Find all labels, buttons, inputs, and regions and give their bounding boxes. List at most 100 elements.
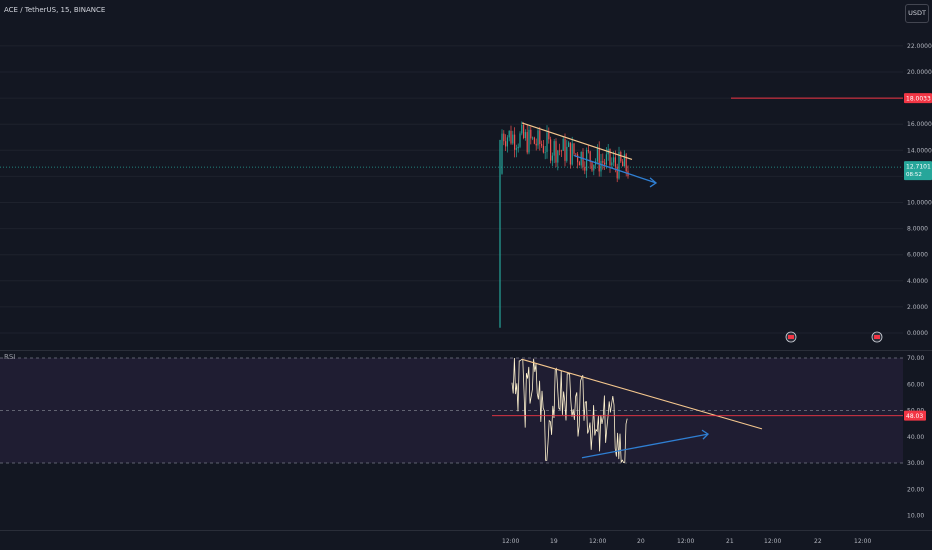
candle — [571, 143, 573, 165]
symbol-title[interactable]: ACE / TetherUS, 15, BINANCE — [4, 6, 106, 14]
rsi-trendline-upper — [521, 358, 763, 430]
candle — [544, 152, 546, 153]
rsi-tick-label: 60.00 — [907, 381, 924, 388]
candle — [616, 166, 618, 179]
current-price-tag — [904, 161, 932, 181]
alert-price-label: 18.0033 — [906, 96, 931, 103]
candle — [560, 150, 562, 152]
candle — [602, 161, 604, 163]
rsi-trendline-arrowhead — [701, 429, 710, 440]
candle — [575, 153, 577, 155]
candle — [512, 134, 514, 144]
candle — [587, 150, 589, 152]
price-tick-label: 4.0000 — [907, 278, 928, 285]
event-badge-icon — [785, 331, 797, 343]
current-price-label: 12.7101 — [906, 164, 931, 171]
candle — [568, 142, 570, 147]
candle — [514, 134, 516, 150]
candle — [618, 151, 620, 179]
candle — [551, 155, 553, 161]
price-tick-label: 0.0000 — [907, 330, 928, 337]
candle — [555, 141, 557, 163]
time-tick-label: 22 — [814, 538, 822, 545]
candle — [553, 141, 555, 156]
candle — [605, 154, 607, 165]
rsi-tick-label: 40.00 — [907, 434, 924, 441]
candle — [548, 132, 550, 140]
candle — [526, 132, 528, 153]
time-tick-label: 20 — [637, 538, 645, 545]
candle — [593, 164, 595, 171]
price-tick-label: 10.0000 — [907, 200, 932, 207]
rsi-tick-label: 10.00 — [907, 513, 924, 520]
price-tick-label: 6.0000 — [907, 252, 928, 259]
candle — [580, 151, 582, 166]
candle — [569, 142, 571, 165]
price-tick-label: 16.0000 — [907, 121, 932, 128]
candle — [589, 151, 591, 163]
candle — [622, 161, 624, 167]
rsi-line — [511, 357, 628, 464]
candle — [539, 130, 541, 145]
candle — [591, 162, 593, 171]
candle — [620, 151, 622, 162]
candle — [542, 145, 544, 153]
time-tick-label: 12:00 — [677, 538, 694, 545]
price-tick-label: 14.0000 — [907, 147, 932, 154]
candle — [566, 146, 568, 161]
candle — [609, 148, 611, 166]
rsi-value-label: 48.03 — [906, 413, 923, 420]
alert-price-tag — [904, 93, 932, 104]
time-tick-label: 12:00 — [589, 538, 606, 545]
rsi-trendline-lower — [581, 433, 709, 459]
time-tick-label: 12:00 — [502, 538, 519, 545]
price-tick-label: 22.0000 — [907, 43, 932, 50]
time-tick-label: 12:00 — [854, 538, 871, 545]
trendline-lower — [573, 154, 657, 184]
currency-button[interactable]: USDT — [905, 4, 929, 23]
trendline-arrowhead — [649, 177, 658, 188]
candle — [623, 154, 625, 167]
candle — [537, 130, 539, 146]
rsi-value-tag — [904, 410, 926, 421]
candle — [582, 151, 584, 168]
candle — [611, 162, 613, 166]
candle — [546, 132, 548, 153]
candle — [517, 146, 519, 149]
candle — [614, 157, 616, 167]
candle — [515, 148, 517, 150]
rsi-pane-label[interactable]: RSI — [4, 353, 16, 361]
time-tick-label: 12:00 — [764, 538, 781, 545]
price-tick-label: 8.0000 — [907, 226, 928, 233]
rsi-tick-label: 70.00 — [907, 355, 924, 362]
candle — [503, 133, 505, 142]
candle — [506, 137, 508, 147]
candle — [510, 130, 512, 144]
rsi-tick-label: 20.00 — [907, 486, 924, 493]
candle — [562, 139, 564, 151]
candle — [559, 150, 561, 152]
candle — [505, 141, 507, 147]
price-tick-label: 2.0000 — [907, 304, 928, 311]
trendline-upper — [521, 122, 633, 161]
candle — [521, 124, 523, 134]
candle — [519, 133, 521, 147]
candle — [528, 129, 530, 153]
price-tick-label: 20.0000 — [907, 69, 932, 76]
candle — [564, 139, 566, 161]
candle — [530, 129, 532, 139]
candle — [573, 143, 575, 154]
candle — [578, 162, 580, 166]
candle — [596, 148, 598, 162]
candle — [535, 143, 537, 146]
candle — [584, 167, 586, 171]
candle — [604, 162, 606, 165]
candle — [508, 130, 510, 138]
candle — [533, 137, 535, 144]
candle — [550, 139, 552, 161]
rsi-tick-label: 30.00 — [907, 460, 924, 467]
candle — [532, 137, 534, 139]
event-badge-icon — [871, 331, 883, 343]
time-tick-label: 21 — [726, 538, 734, 545]
